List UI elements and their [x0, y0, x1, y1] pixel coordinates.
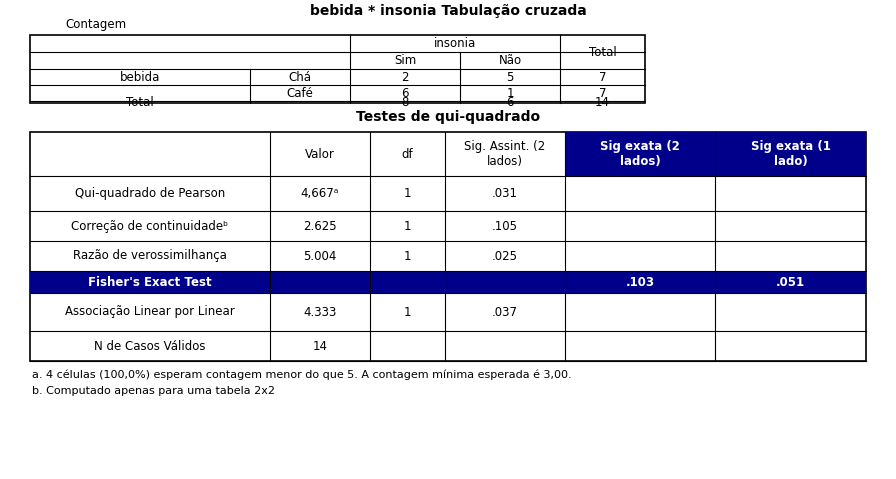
Text: Razão de verossimilhança: Razão de verossimilhança: [73, 250, 227, 262]
Text: bebida: bebida: [120, 70, 160, 83]
Text: 2.625: 2.625: [303, 219, 337, 232]
Text: Qui-quadrado de Pearson: Qui-quadrado de Pearson: [75, 187, 225, 200]
Text: 1: 1: [506, 87, 513, 100]
Text: 14: 14: [313, 340, 328, 353]
Text: .105: .105: [492, 219, 518, 232]
Text: Associação Linear por Linear: Associação Linear por Linear: [65, 306, 235, 319]
Text: Valor: Valor: [305, 148, 335, 160]
Text: N de Casos Válidos: N de Casos Válidos: [94, 340, 206, 353]
Text: 6: 6: [401, 87, 409, 100]
Text: bebida * insonia Tabulação cruzada: bebida * insonia Tabulação cruzada: [310, 4, 586, 18]
Text: 1: 1: [404, 187, 411, 200]
Text: Sig. Assint. (2
lados): Sig. Assint. (2 lados): [464, 140, 546, 168]
Text: Total: Total: [126, 95, 154, 109]
Text: 14: 14: [595, 95, 610, 109]
Text: .051: .051: [776, 275, 806, 288]
Text: b. Computado apenas para uma tabela 2x2: b. Computado apenas para uma tabela 2x2: [32, 386, 275, 396]
Text: Testes de qui-quadrado: Testes de qui-quadrado: [356, 110, 540, 124]
Bar: [30, 132, 866, 361]
Text: .037: .037: [492, 306, 518, 319]
Text: 8: 8: [401, 95, 409, 109]
Bar: [30, 271, 866, 293]
Text: 6: 6: [506, 95, 513, 109]
Text: 5.004: 5.004: [304, 250, 337, 262]
Text: .031: .031: [492, 187, 518, 200]
Text: .025: .025: [492, 250, 518, 262]
Text: df: df: [401, 148, 413, 160]
Bar: [565, 132, 866, 176]
Text: insonia: insonia: [434, 37, 476, 50]
Text: Não: Não: [498, 54, 521, 67]
Text: Total: Total: [589, 46, 616, 58]
Text: a. 4 células (100,0%) esperam contagem menor do que 5. A contagem mínima esperad: a. 4 células (100,0%) esperam contagem m…: [32, 370, 572, 380]
Text: Fisher's Exact Test: Fisher's Exact Test: [88, 275, 211, 288]
Text: .103: .103: [625, 275, 654, 288]
Text: 7: 7: [599, 87, 607, 100]
Text: Café: Café: [287, 87, 314, 100]
Text: Sim: Sim: [394, 54, 416, 67]
Text: 4,667ᵃ: 4,667ᵃ: [301, 187, 340, 200]
Text: 5: 5: [506, 70, 513, 83]
Text: 7: 7: [599, 70, 607, 83]
Text: Sig exata (1
lado): Sig exata (1 lado): [751, 140, 831, 168]
Text: Chá: Chá: [289, 70, 312, 83]
Text: Sig exata (2
lados): Sig exata (2 lados): [600, 140, 680, 168]
Text: 1: 1: [404, 219, 411, 232]
Text: 1: 1: [404, 306, 411, 319]
Text: Correção de continuidadeᵇ: Correção de continuidadeᵇ: [72, 219, 228, 232]
Bar: [30, 35, 645, 103]
Text: Contagem: Contagem: [65, 18, 126, 31]
Text: 2: 2: [401, 70, 409, 83]
Text: 4.333: 4.333: [304, 306, 337, 319]
Text: 1: 1: [404, 250, 411, 262]
